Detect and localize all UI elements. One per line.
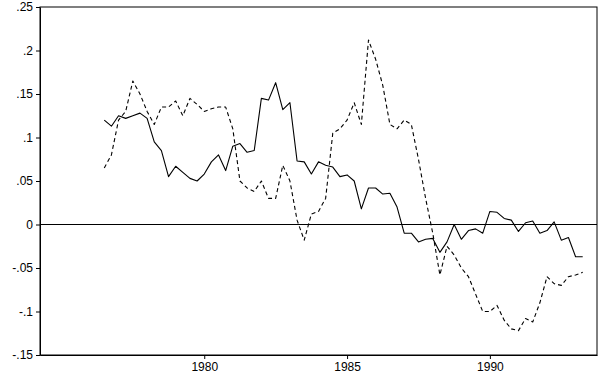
y-tick-mark (36, 312, 40, 313)
y-tick-label: -.15 (12, 348, 33, 362)
y-tick: -.15 (12, 348, 40, 362)
y-tick-mark (36, 268, 40, 269)
y-tick-mark (36, 7, 40, 8)
x-tick-label: 1990 (477, 360, 504, 374)
y-tick-label: .2 (23, 44, 33, 58)
y-tick: .25 (16, 0, 40, 14)
x-tick-mark (204, 355, 205, 359)
y-tick: .15 (16, 87, 40, 101)
y-tick-label: .05 (16, 174, 33, 188)
y-tick-label: .15 (16, 87, 33, 101)
y-axis: -.15 -.1 -.05 0 .05 .1 .15 .2 .25 (12, 0, 40, 362)
x-tick-label: 1980 (191, 360, 218, 374)
y-tick: 0 (26, 218, 40, 232)
x-tick: 1980 (191, 355, 218, 374)
series-line (104, 83, 582, 257)
chart: -.15 -.1 -.05 0 .05 .1 .15 .2 .25 1980 1985 1990 (0, 0, 600, 377)
y-tick-mark (36, 51, 40, 52)
y-tick: .1 (23, 131, 40, 145)
y-tick-mark (36, 355, 40, 356)
x-tick-mark (490, 355, 491, 359)
y-tick-mark (36, 138, 40, 139)
y-tick-label: -.05 (12, 261, 33, 275)
x-tick-mark (347, 355, 348, 359)
y-tick-label: -.1 (19, 305, 33, 319)
y-tick-mark (36, 225, 40, 226)
series-line (104, 40, 582, 331)
y-tick-label: .1 (23, 131, 33, 145)
y-tick-label: 0 (26, 218, 33, 232)
y-tick: .2 (23, 44, 40, 58)
plot-area (104, 40, 582, 331)
y-tick: -.1 (19, 305, 40, 319)
x-tick-label: 1985 (334, 360, 361, 374)
y-tick-label: .25 (16, 0, 33, 14)
x-axis-line (41, 355, 598, 356)
x-axis: 1980 1985 1990 (41, 355, 598, 374)
y-tick: -.05 (12, 261, 40, 275)
y-tick-mark (36, 181, 40, 182)
y-axis-line (40, 8, 41, 356)
y-tick-mark (36, 94, 40, 95)
plot-frame (40, 7, 597, 355)
x-tick: 1990 (477, 355, 504, 374)
x-tick: 1985 (334, 355, 361, 374)
y-tick: .05 (16, 174, 40, 188)
